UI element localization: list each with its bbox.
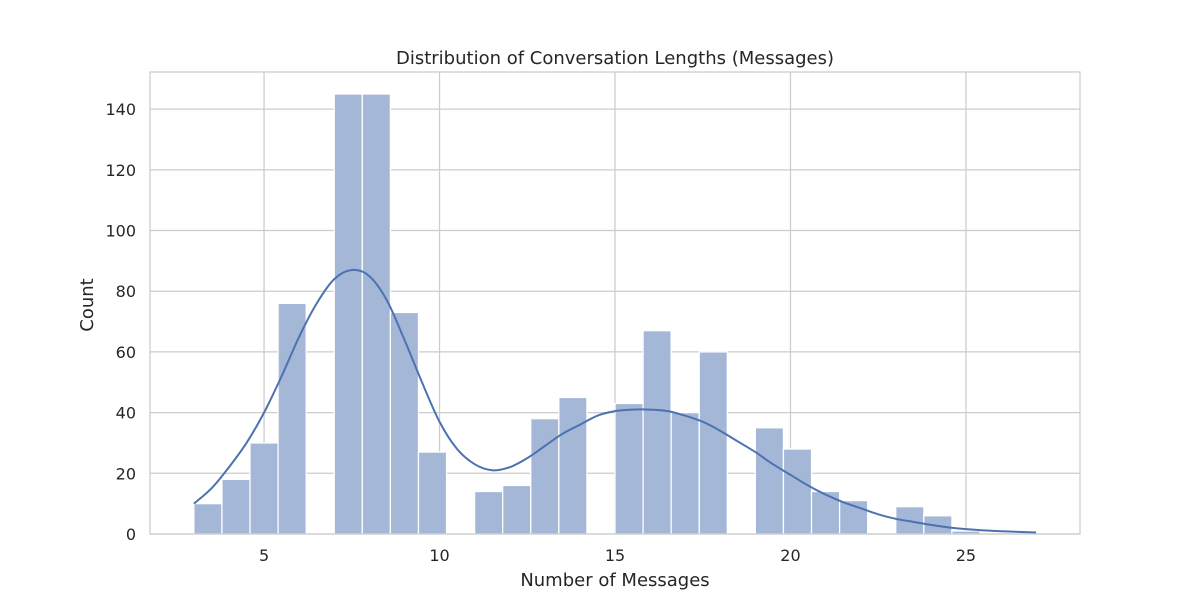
histogram-bar	[249, 442, 279, 535]
histogram-bars	[193, 93, 981, 535]
histogram-bar	[810, 490, 841, 535]
x-axis-label: Number of Messages	[520, 570, 709, 591]
histogram-bar	[502, 484, 532, 535]
y-tick-label: 140	[105, 100, 136, 119]
kde-line	[193, 268, 1037, 534]
histogram-bar	[614, 402, 644, 535]
plot-frame	[149, 71, 1081, 535]
histogram-bar	[558, 396, 588, 535]
x-tick-label: 15	[605, 546, 625, 565]
x-tick-label: 10	[429, 546, 449, 565]
kde-curve	[193, 268, 1037, 534]
y-tick-label: 100	[105, 222, 136, 241]
y-axis-label: Count	[77, 278, 98, 331]
histogram-bar	[417, 451, 448, 535]
histogram-bar	[642, 330, 672, 535]
y-tick-labels: 0 20 40 60 80 100 120 140	[105, 100, 136, 544]
histogram-bar	[670, 411, 700, 535]
x-tick-labels: 5 10 15 20 25	[259, 546, 976, 565]
histogram-bar	[193, 503, 223, 535]
x-tick-label: 5	[259, 546, 269, 565]
histogram-bar	[530, 418, 560, 535]
histogram-bar	[333, 93, 363, 535]
histogram-bar	[389, 311, 420, 535]
histogram-bar	[221, 478, 251, 535]
y-tick-label: 120	[105, 161, 136, 180]
y-tick-label: 20	[116, 464, 136, 483]
histogram-bar	[361, 93, 392, 535]
histogram-bar	[698, 351, 728, 535]
y-tick-label: 40	[116, 404, 136, 423]
histogram-bar	[277, 302, 307, 535]
x-tick-label: 25	[956, 546, 976, 565]
chart-title: Distribution of Conversation Lengths (Me…	[396, 48, 834, 69]
histogram-bar	[782, 448, 813, 535]
histogram-bar	[754, 427, 785, 535]
x-tick-label: 20	[780, 546, 800, 565]
histogram-bar	[473, 490, 504, 535]
y-tick-label: 0	[126, 525, 136, 544]
y-tick-label: 80	[116, 282, 136, 301]
y-tick-label: 60	[116, 343, 136, 362]
